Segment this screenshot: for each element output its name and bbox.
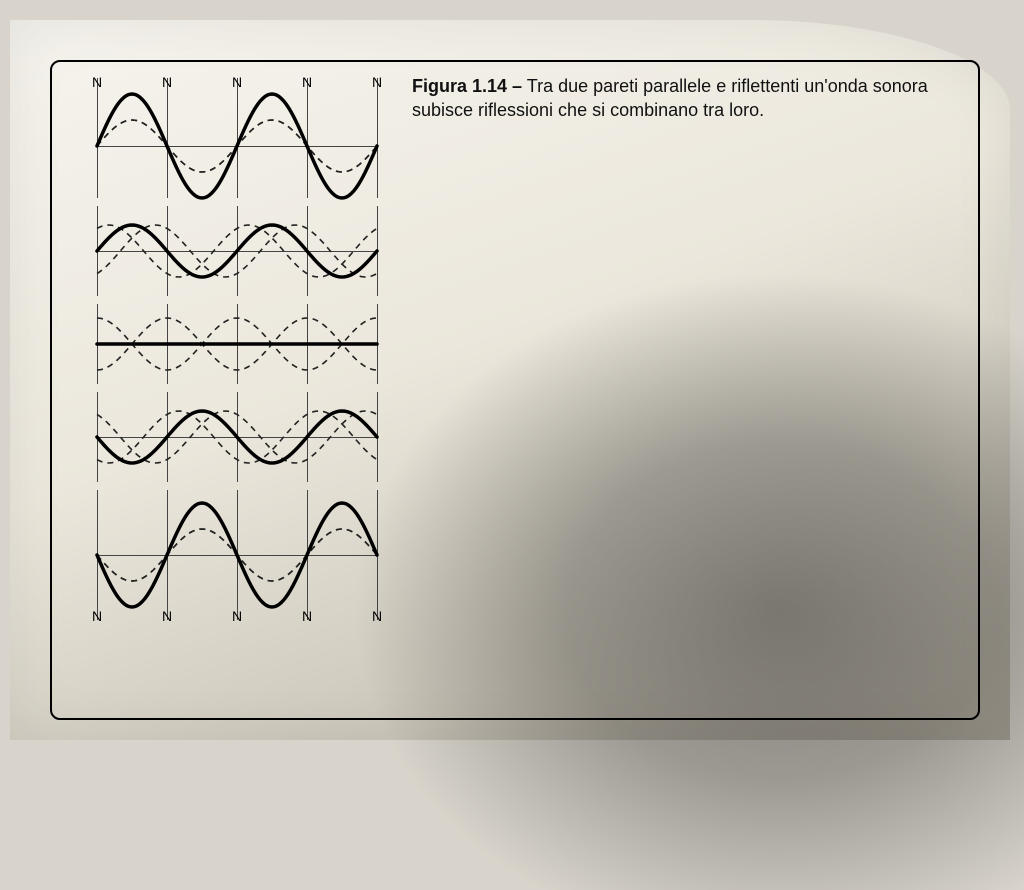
wave-svg <box>72 490 402 620</box>
standing-wave-diagram: NNNNN NNNNN <box>72 78 402 698</box>
wave-svg <box>72 206 402 296</box>
wave-panel-3 <box>72 304 402 384</box>
wave-sum <box>97 225 377 277</box>
wave-panel-5: NNNNN <box>72 490 402 620</box>
wave-panel-2 <box>72 206 402 296</box>
figure-caption: Figura 1.14 – Tra due pareti parallele e… <box>412 74 958 123</box>
wave-svg <box>72 78 402 198</box>
wave-panel-1: NNNNN <box>72 78 402 198</box>
figure-frame: Figura 1.14 – Tra due pareti parallele e… <box>50 60 980 720</box>
page-surface: Figura 1.14 – Tra due pareti parallele e… <box>10 20 1010 740</box>
wave-svg <box>72 304 402 384</box>
figure-label: Figura 1.14 – <box>412 76 522 96</box>
wave-svg <box>72 392 402 482</box>
wave-sum <box>97 411 377 463</box>
wave-sum <box>97 94 377 198</box>
wave-sum <box>97 503 377 607</box>
wave-panel-4 <box>72 392 402 482</box>
